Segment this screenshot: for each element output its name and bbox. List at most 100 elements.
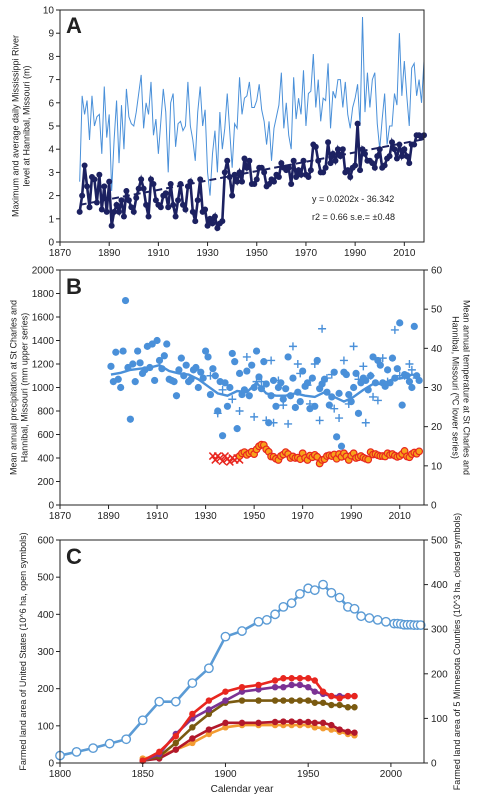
precip-plus-marker xyxy=(405,360,414,368)
us-farmland-point xyxy=(270,609,280,620)
county-red-point xyxy=(189,710,196,718)
avg-level-point xyxy=(293,174,300,181)
avg-level-point xyxy=(320,169,327,176)
avg-level-point xyxy=(118,197,125,204)
y2-axis-tick-label: 40 xyxy=(431,344,443,355)
avg-level-point xyxy=(344,167,351,174)
county-darkred-point xyxy=(280,718,287,725)
avg-level-point xyxy=(339,146,346,153)
precip-point xyxy=(175,366,183,374)
y2-axis-tick-label: 200 xyxy=(431,669,448,680)
avg-level-point xyxy=(93,199,100,206)
avg-level-point xyxy=(130,208,137,215)
precip-plus-marker xyxy=(269,418,278,427)
precip-plus-marker xyxy=(315,416,324,425)
county-darkred-point xyxy=(304,718,312,726)
y2-axis-tick-label: 50 xyxy=(431,305,443,316)
avg-level-point xyxy=(253,176,260,183)
precip-point xyxy=(272,402,280,410)
precip-point xyxy=(352,369,360,377)
avg-level-point xyxy=(295,167,302,174)
precip-plus-marker xyxy=(378,354,387,363)
avg-level-point xyxy=(204,222,211,229)
county-darkred-point xyxy=(222,719,229,727)
county-brown-point xyxy=(238,697,246,704)
avg-level-point xyxy=(81,162,88,169)
avg-level-point xyxy=(152,197,159,204)
avg-level-point xyxy=(189,208,196,215)
avg-level-point xyxy=(96,171,103,178)
precip-point xyxy=(160,352,168,360)
avg-level-point xyxy=(172,213,179,220)
x-axis-tick-label: 1870 xyxy=(49,248,72,259)
precip-point xyxy=(233,425,241,433)
precip-point xyxy=(107,362,115,370)
precip-point xyxy=(245,392,253,400)
temp-point xyxy=(364,455,373,464)
y-axis-tick-label: 100 xyxy=(37,721,54,732)
avg-level-point xyxy=(84,183,91,190)
avg-level-point xyxy=(143,201,150,208)
precip-point xyxy=(384,366,392,374)
precip-plus-marker xyxy=(318,324,327,333)
panel-b: 1870 1890 1910 1930 1950 1970 1990 201002004006… xyxy=(9,266,472,523)
x-axis-tick-label: 1800 xyxy=(49,769,72,780)
precip-point xyxy=(398,401,406,409)
avg-level-point xyxy=(179,201,186,208)
avg-level-point xyxy=(357,167,364,174)
precip-point xyxy=(376,361,384,369)
panel-c: 1800 1850 1900 1950 2000 0 100 200 300 400 500 600 0… xyxy=(18,513,462,795)
precip-point xyxy=(408,383,416,392)
precip-plus-marker xyxy=(354,375,363,384)
y2-axis-tick-label: 30 xyxy=(431,383,443,394)
avg-level-point xyxy=(386,153,393,160)
precip-plus-marker xyxy=(228,395,237,404)
y-axis-tick-label: 200 xyxy=(37,477,54,488)
y-axis-tick-label: 7 xyxy=(48,75,54,86)
avg-level-point xyxy=(219,218,226,225)
precip-point xyxy=(114,375,122,383)
precip-point xyxy=(342,370,350,379)
us-farmland-point xyxy=(372,615,383,625)
precip-point xyxy=(243,367,251,375)
precip-plus-marker xyxy=(310,360,319,368)
precip-point xyxy=(170,378,178,386)
county-darkred-point xyxy=(205,726,213,733)
precip-plus-marker xyxy=(257,377,266,386)
avg-level-point xyxy=(411,141,418,148)
avg-level-point xyxy=(91,176,98,183)
precip-plus-marker xyxy=(250,412,259,421)
county-darkred-point xyxy=(189,735,196,742)
us-farmland-point xyxy=(154,696,165,707)
county-purple-point xyxy=(271,683,279,691)
precip-plus-marker xyxy=(303,381,312,390)
us-farmland-point xyxy=(170,696,181,707)
temp-point xyxy=(415,447,424,456)
precip-point xyxy=(279,395,287,403)
precip-point xyxy=(269,376,278,385)
precip-point xyxy=(194,383,202,392)
avg-level-point xyxy=(135,185,142,192)
precip-point xyxy=(151,376,159,385)
county-darkred-point xyxy=(351,729,358,736)
avg-level-point xyxy=(182,206,189,213)
avg-level-point xyxy=(125,197,132,204)
precip-point xyxy=(134,347,142,355)
precip-plus-marker xyxy=(284,419,293,428)
avg-level-point xyxy=(266,181,273,187)
y-axis-tick-label: 3 xyxy=(48,168,54,179)
precip-point xyxy=(209,365,217,373)
x-axis-tick-label: 2010 xyxy=(389,511,412,522)
avg-level-point xyxy=(246,157,253,164)
avg-level-point xyxy=(241,155,248,162)
avg-level-point xyxy=(116,208,123,215)
avg-level-point xyxy=(214,225,221,232)
county-brown-point xyxy=(205,710,213,718)
precip-plus-marker xyxy=(344,399,353,408)
avg-level-point xyxy=(361,150,368,157)
county-darkred-point xyxy=(172,746,180,753)
us-farmland-point xyxy=(187,678,198,688)
avg-level-point xyxy=(337,153,344,160)
avg-level-point xyxy=(197,176,204,183)
y2-axis-tick-label: 100 xyxy=(431,714,448,725)
